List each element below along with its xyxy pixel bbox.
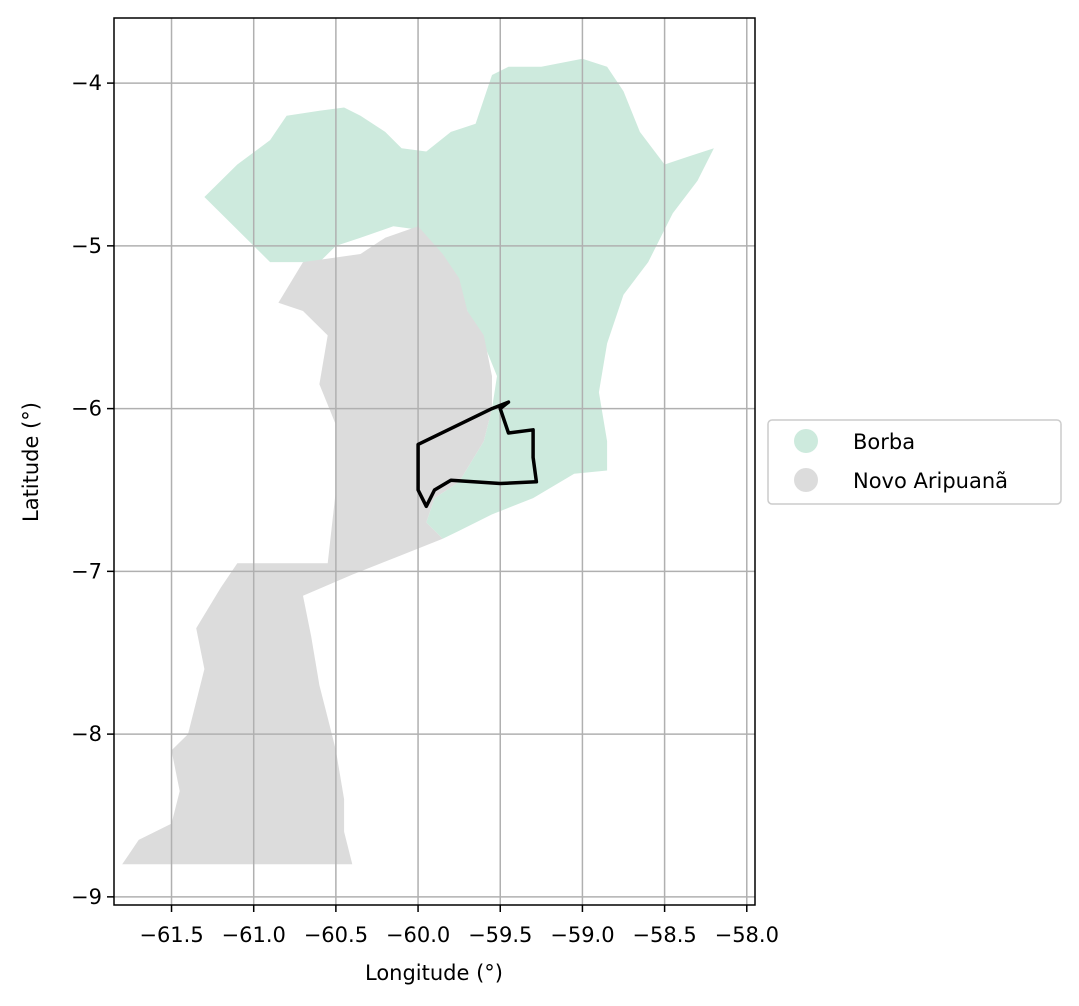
legend-marker [794, 429, 818, 453]
x-tick-label: −59.5 [468, 923, 532, 947]
x-axis-label: Longitude (°) [365, 961, 503, 985]
y-tick-label: −6 [71, 397, 102, 421]
legend-marker [794, 468, 818, 492]
legend-label: Novo Aripuanã [853, 469, 1008, 493]
legend-label: Borba [853, 430, 915, 454]
y-tick-label: −7 [71, 559, 102, 583]
x-tick-label: −61.5 [139, 923, 203, 947]
outline-layer [416, 400, 539, 509]
y-tick-label: −9 [71, 885, 102, 909]
gridlines [114, 18, 755, 905]
legend: Borba Novo Aripuanã [767, 419, 1062, 505]
legend-box [767, 419, 1062, 505]
x-tick-label: −60.0 [386, 923, 450, 947]
x-tick-label: −58.5 [632, 923, 696, 947]
y-tick-label: −5 [71, 234, 102, 258]
x-tick-label: −61.0 [222, 923, 286, 947]
y-tick-label: −4 [71, 71, 102, 95]
x-tick-label: −58.0 [715, 923, 779, 947]
y-axis-label: Latitude (°) [19, 402, 43, 522]
x-tick-label: −60.5 [304, 923, 368, 947]
plot-frame [113, 17, 756, 906]
legend-items: Borba Novo Aripuanã [794, 429, 1008, 493]
y-tick-label: −8 [71, 722, 102, 746]
region-borba [204, 58, 714, 539]
x-tick-label: −59.0 [550, 923, 614, 947]
outline-boundary [416, 400, 539, 509]
ticks-layer: −61.5 −61.0 −60.5 −60.0 −59.5 −59.0 −58.5 −58.0… [71, 71, 779, 947]
regions-layer [122, 58, 714, 865]
region-novo-aripuan- [122, 226, 492, 865]
